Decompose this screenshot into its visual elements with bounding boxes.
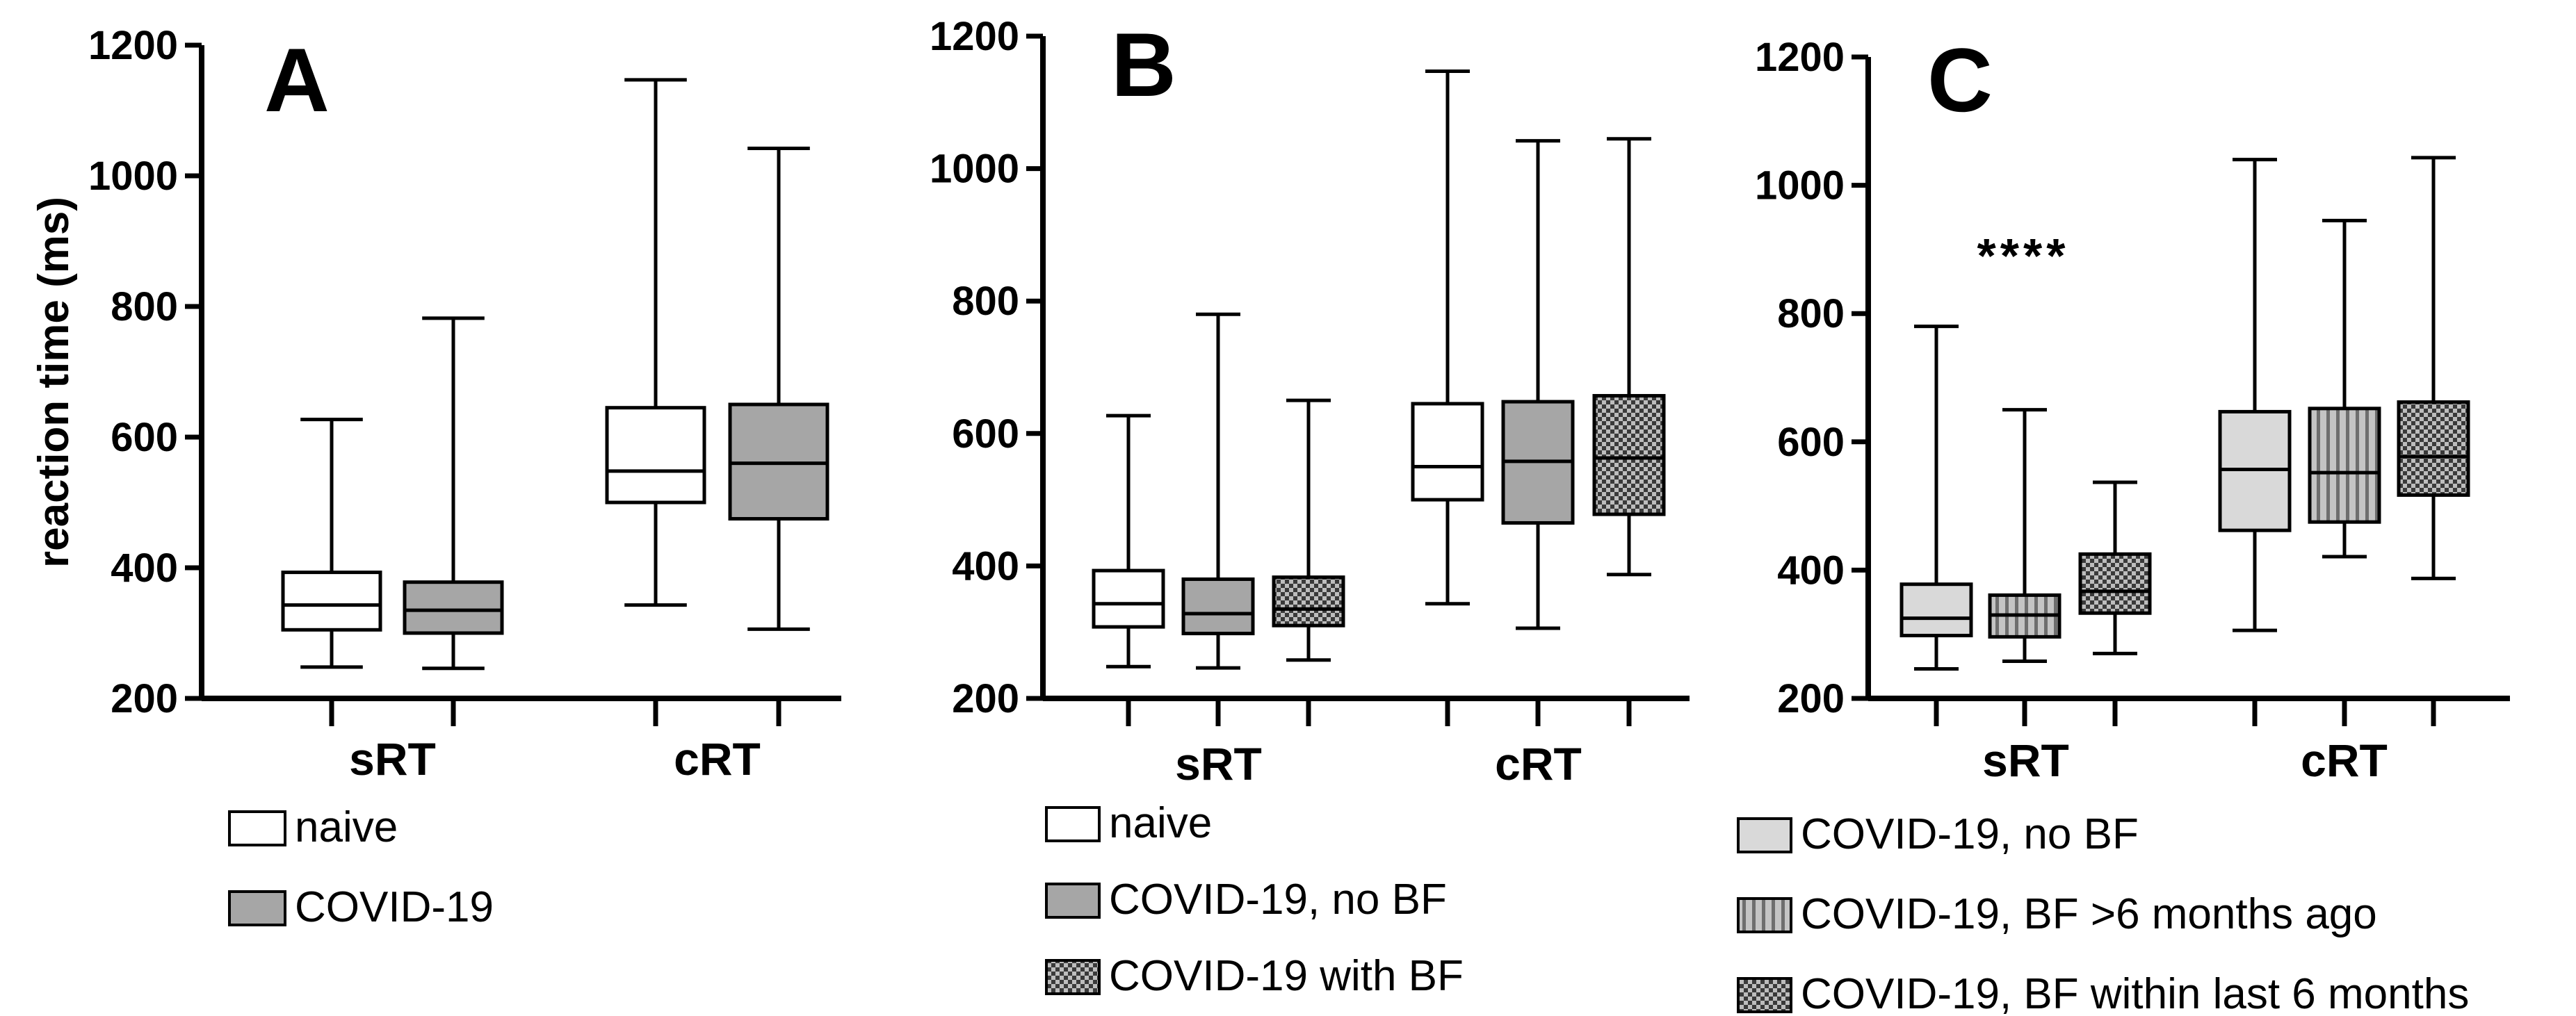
legend-swatch: [1045, 883, 1101, 919]
box-plot: [605, 78, 706, 607]
box-iqr: [1092, 568, 1165, 629]
y-tick-label: 1200: [1755, 35, 1845, 80]
box-iqr: [605, 406, 706, 505]
panel-b: B 200 400 600 800 1000 1200 sRT cRT: [930, 14, 1690, 789]
legend-swatch: [1045, 806, 1101, 842]
y-tick-label: 400: [111, 546, 178, 591]
y-tick-label: 1000: [1755, 163, 1845, 208]
box-plot: [2308, 218, 2381, 559]
legend-swatch: [228, 890, 286, 926]
box-plot: [1592, 137, 1666, 577]
legend-label: COVID-19, no BF: [1801, 810, 2139, 858]
y-tick-label: 200: [952, 676, 1019, 721]
box-plot: [2078, 480, 2152, 655]
legend-label: COVID-19 with BF: [1109, 952, 1464, 1000]
y-tick-label: 1200: [930, 14, 1019, 59]
box-plot: [728, 147, 829, 631]
y-tick-label: 1200: [88, 23, 178, 68]
box-iqr: [2078, 552, 2152, 615]
y-tick-label: 600: [1777, 420, 1845, 465]
box-iqr: [1272, 575, 1345, 628]
legend-a: naive COVID-19: [228, 803, 494, 931]
box-plot: [1501, 139, 1575, 630]
legend-swatch: [1737, 817, 1792, 853]
legend-swatch: [228, 810, 286, 846]
category-label: cRT: [1495, 738, 1582, 789]
y-tick-label: 400: [1777, 548, 1845, 593]
legend-c: COVID-19, no BF COVID-19, BF >6 months ag…: [1737, 810, 2469, 1016]
y-tick-label: 1000: [930, 147, 1019, 192]
box-plot: [1411, 69, 1484, 606]
box-iqr: [403, 580, 504, 635]
legend-label: COVID-19: [295, 883, 494, 931]
box-plot: [1092, 413, 1165, 669]
y-tick-label: 200: [1777, 676, 1845, 721]
category-label: sRT: [1175, 738, 1262, 789]
y-tick-label: 800: [952, 279, 1019, 324]
legend-swatch: [1737, 897, 1792, 933]
box-iqr: [1592, 393, 1666, 516]
box-plot: [2218, 158, 2292, 632]
legend-swatch: [1045, 959, 1101, 995]
box-iqr: [1181, 577, 1255, 636]
box-plot: [1988, 408, 2061, 663]
box-plot: [403, 316, 504, 671]
y-tick-label: 600: [952, 411, 1019, 457]
y-tick-label: 1000: [88, 154, 178, 199]
y-tick-label: 800: [111, 284, 178, 329]
legend-label: COVID-19, BF within last 6 months: [1801, 970, 2469, 1016]
category-label: cRT: [2301, 735, 2388, 786]
box-iqr: [1411, 402, 1484, 502]
legend-label: COVID-19, no BF: [1109, 876, 1447, 924]
y-tick-label: 600: [111, 415, 178, 460]
y-tick-label: 800: [1777, 291, 1845, 336]
category-label: cRT: [674, 733, 761, 785]
box-plot: [1272, 398, 1345, 662]
y-axis-title: reaction time (ms): [30, 197, 78, 568]
panel-label: C: [1927, 29, 1993, 131]
significance-annotation: ****: [1977, 229, 2070, 283]
box-iqr: [1899, 582, 1973, 638]
legend-label: naive: [295, 803, 398, 851]
panel-label: A: [264, 29, 330, 131]
box-iqr: [2397, 400, 2470, 497]
category-label: sRT: [1982, 735, 2069, 786]
box-plot: [1181, 312, 1255, 670]
legend-label: COVID-19, BF >6 months ago: [1801, 890, 2377, 938]
legend-swatch: [1737, 977, 1792, 1013]
panel-c: C **** 200 400 600 800 1000 1200 sRT cRT: [1755, 29, 2510, 786]
y-tick-label: 200: [111, 676, 178, 721]
box-plot: [281, 418, 382, 669]
legend-label: naive: [1109, 799, 1212, 847]
box-plot: [1899, 325, 1973, 671]
box-plot: [2397, 156, 2470, 580]
panel-a: A reaction time (ms) 200 400 600 800 1000 120…: [30, 23, 841, 785]
box-iqr: [2308, 407, 2381, 524]
y-tick-label: 400: [952, 543, 1019, 589]
legend-b: naive COVID-19, no BF COVID-19 with BF: [1045, 799, 1464, 1000]
panel-label: B: [1111, 14, 1176, 115]
box-iqr: [281, 571, 382, 632]
category-label: sRT: [349, 733, 436, 785]
